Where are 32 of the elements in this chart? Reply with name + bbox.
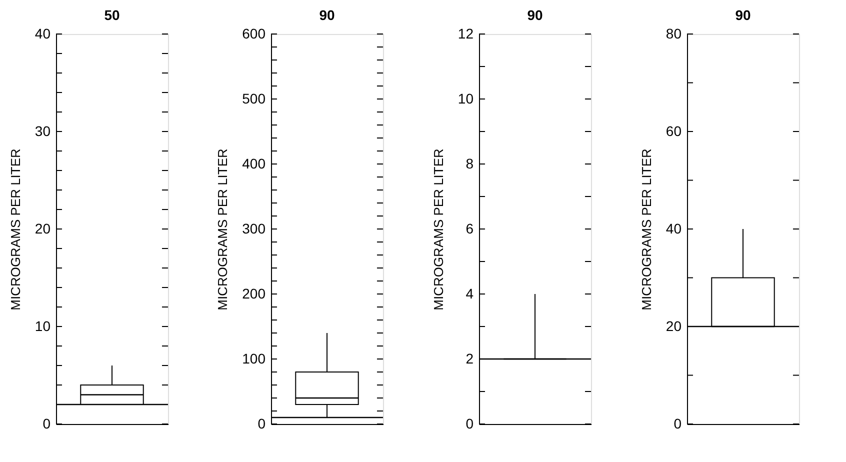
y-tick-label: 400	[242, 156, 266, 172]
y-tick-label: 10	[458, 90, 474, 106]
y-tick-label: 2	[466, 350, 474, 366]
y-tick-label: 60	[666, 123, 682, 139]
y-tick-label: 0	[42, 416, 51, 432]
y-tick-label: 20	[34, 220, 51, 236]
y-tick-label: 200	[242, 286, 266, 302]
y-axis-title: MICROGRAMS PER LITER	[8, 148, 23, 310]
y-tick-label: 300	[242, 220, 266, 236]
chart-title: 90	[735, 7, 751, 23]
chart-title: 90	[527, 7, 543, 23]
y-tick-label: 500	[242, 90, 266, 106]
y-tick-label: 40	[666, 220, 682, 236]
y-axis-title: MICROGRAMS PER LITER	[215, 148, 230, 310]
y-tick-label: 0	[258, 416, 266, 432]
y-tick-label: 80	[666, 26, 682, 42]
y-tick-label: 600	[242, 26, 266, 42]
y-tick-label: 10	[34, 318, 51, 334]
y-axis-title: MICROGRAMS PER LITER	[430, 148, 446, 310]
chart-title: 90	[319, 7, 335, 23]
y-axis-title: MICROGRAMS PER LITER	[638, 148, 654, 310]
y-tick-label: 12	[458, 26, 474, 42]
y-tick-label: 0	[674, 416, 682, 432]
y-tick-label: 0	[466, 416, 474, 432]
y-tick-label: 6	[466, 220, 474, 236]
y-tick-label: 100	[242, 350, 266, 366]
y-tick-label: 30	[34, 123, 51, 139]
y-tick-label: 20	[666, 318, 682, 334]
chart-title: 50	[104, 7, 120, 23]
y-tick-label: 4	[466, 286, 474, 302]
y-tick-label: 40	[34, 26, 51, 42]
y-tick-label: 8	[466, 156, 474, 172]
